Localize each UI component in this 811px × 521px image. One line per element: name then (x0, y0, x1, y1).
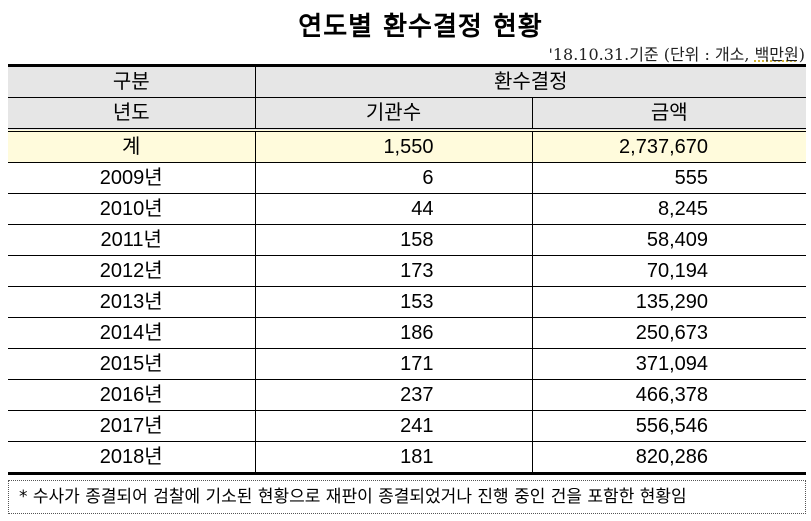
count-cell: 181 (255, 441, 533, 475)
table-row: 2012년 173 70,194 (8, 255, 806, 287)
table-row: 2018년 181 820,286 (8, 441, 806, 475)
recovery-table: 구분 환수결정 년도 기관수 금액 계 1,550 2,737,670 2009… (8, 64, 806, 475)
year-cell: 2016년 (8, 379, 256, 411)
amount-cell: 70,194 (532, 255, 806, 287)
amount-cell: 371,094 (532, 348, 806, 380)
table-row: 2011년 158 58,409 (8, 224, 806, 256)
header-count: 기관수 (255, 97, 533, 132)
year-cell: 2012년 (8, 255, 256, 287)
amount-cell: 555 (532, 162, 806, 194)
year-cell: 2014년 (8, 317, 256, 349)
table-row: 2017년 241 556,546 (8, 410, 806, 442)
table-row: 2016년 237 466,378 (8, 379, 806, 411)
count-cell: 241 (255, 410, 533, 442)
count-cell: 186 (255, 317, 533, 349)
count-cell: 237 (255, 379, 533, 411)
amount-cell: 820,286 (532, 441, 806, 475)
year-cell: 2011년 (8, 224, 256, 256)
table-row: 2015년 171 371,094 (8, 348, 806, 380)
table-row: 2009년 6 555 (8, 162, 806, 194)
basis-note: '18.10.31.기준 (단위 : 개소, 백만원) (548, 41, 805, 65)
header-year: 년도 (8, 97, 256, 132)
year-cell: 2018년 (8, 441, 256, 475)
count-cell: 6 (255, 162, 533, 194)
basis-unit: 백만원 (754, 45, 799, 64)
header-group: 구분 (8, 64, 256, 98)
count-cell: 171 (255, 348, 533, 380)
table-row: 2014년 186 250,673 (8, 317, 806, 349)
basis-suffix: ) (798, 45, 805, 64)
table-row: 2013년 153 135,290 (8, 286, 806, 318)
year-cell: 2010년 (8, 193, 256, 225)
count-cell: 173 (255, 255, 533, 287)
amount-cell: 58,409 (532, 224, 806, 256)
count-cell: 44 (255, 193, 533, 225)
total-label: 계 (8, 130, 256, 163)
header-row-1: 구분 환수결정 (8, 64, 806, 98)
basis-date: '18.10.31.기준 (단위 : 개소, (548, 45, 755, 64)
total-row: 계 1,550 2,737,670 (8, 130, 806, 163)
count-cell: 158 (255, 224, 533, 256)
header-row-2: 년도 기관수 금액 (8, 97, 806, 132)
total-amount: 2,737,670 (532, 130, 806, 163)
total-count: 1,550 (255, 130, 533, 163)
year-cell: 2015년 (8, 348, 256, 380)
header-amount: 금액 (532, 97, 806, 132)
amount-cell: 556,546 (532, 410, 806, 442)
footnote: * 수사가 종결되어 검찰에 기소된 현황으로 재판이 종결되었거나 진행 중인… (8, 480, 806, 514)
table-row: 2010년 44 8,245 (8, 193, 806, 225)
year-cell: 2013년 (8, 286, 256, 318)
amount-cell: 8,245 (532, 193, 806, 225)
count-cell: 153 (255, 286, 533, 318)
amount-cell: 135,290 (532, 286, 806, 318)
year-cell: 2017년 (8, 410, 256, 442)
header-decision: 환수결정 (255, 64, 806, 98)
amount-cell: 250,673 (532, 317, 806, 349)
amount-cell: 466,378 (532, 379, 806, 411)
year-cell: 2009년 (8, 162, 256, 194)
page-title: 연도별 환수결정 현황 (298, 12, 543, 42)
